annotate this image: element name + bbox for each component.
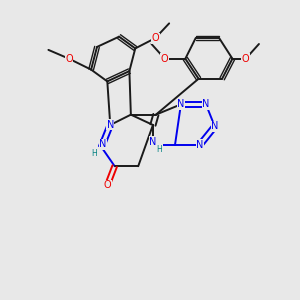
Text: O: O: [242, 54, 250, 64]
Text: N: N: [196, 140, 204, 150]
Text: O: O: [65, 54, 73, 64]
Text: N: N: [211, 122, 218, 131]
Text: H: H: [91, 149, 97, 158]
Text: H: H: [157, 145, 162, 154]
Text: N: N: [177, 99, 184, 110]
Text: O: O: [152, 33, 159, 43]
Text: N: N: [99, 139, 106, 149]
Text: O: O: [161, 54, 169, 64]
Text: N: N: [149, 137, 157, 147]
Text: O: O: [103, 180, 111, 190]
Text: N: N: [106, 120, 114, 130]
Text: N: N: [202, 99, 210, 110]
